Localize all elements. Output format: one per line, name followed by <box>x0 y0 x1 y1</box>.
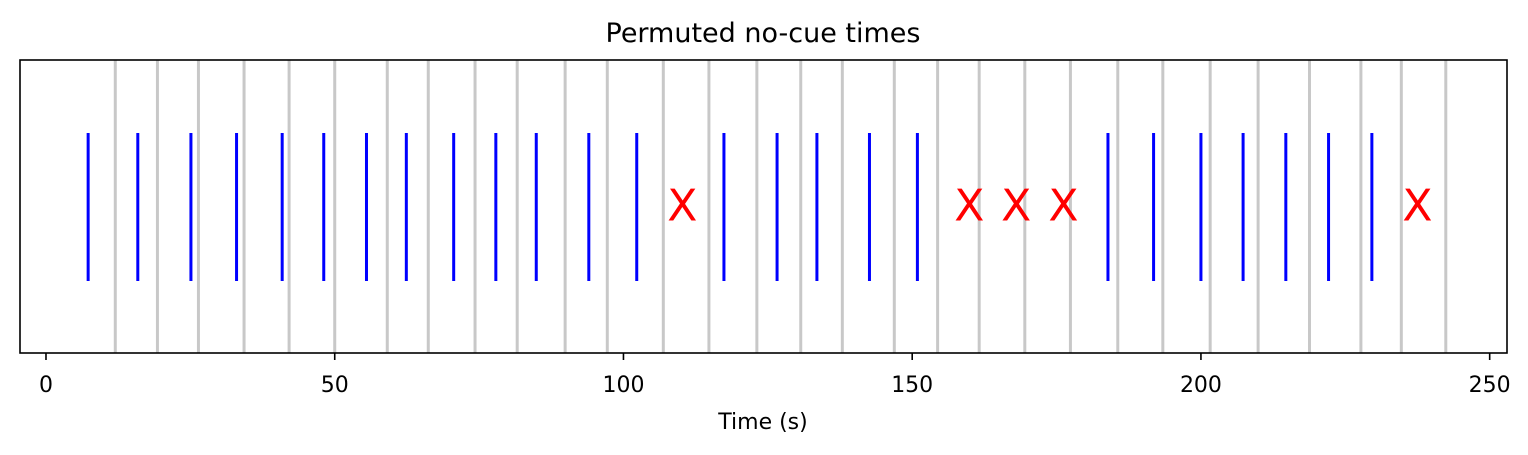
red-x-marker: X <box>1001 181 1031 232</box>
x-axis-ticks: 0 50 100 150 200 250 <box>39 353 1511 398</box>
red-x-marker: X <box>1048 181 1078 232</box>
red-x-marker: X <box>667 181 697 232</box>
red-x-marker: X <box>1402 181 1432 232</box>
x-tick-label: 150 <box>891 373 933 398</box>
x-tick-label: 0 <box>39 373 53 398</box>
x-tick-label: 50 <box>321 373 349 398</box>
x-axis-label: Time (s) <box>717 410 807 435</box>
x-tick-label: 100 <box>602 373 644 398</box>
gray-vertical-lines <box>113 60 1448 353</box>
chart-title: Permuted no-cue times <box>606 18 921 49</box>
red-x-marker: X <box>954 181 984 232</box>
x-tick-label: 200 <box>1180 373 1222 398</box>
plot-area-frame <box>19 59 1508 354</box>
x-tick-label: 250 <box>1469 373 1511 398</box>
blue-event-lines <box>86 133 1374 281</box>
